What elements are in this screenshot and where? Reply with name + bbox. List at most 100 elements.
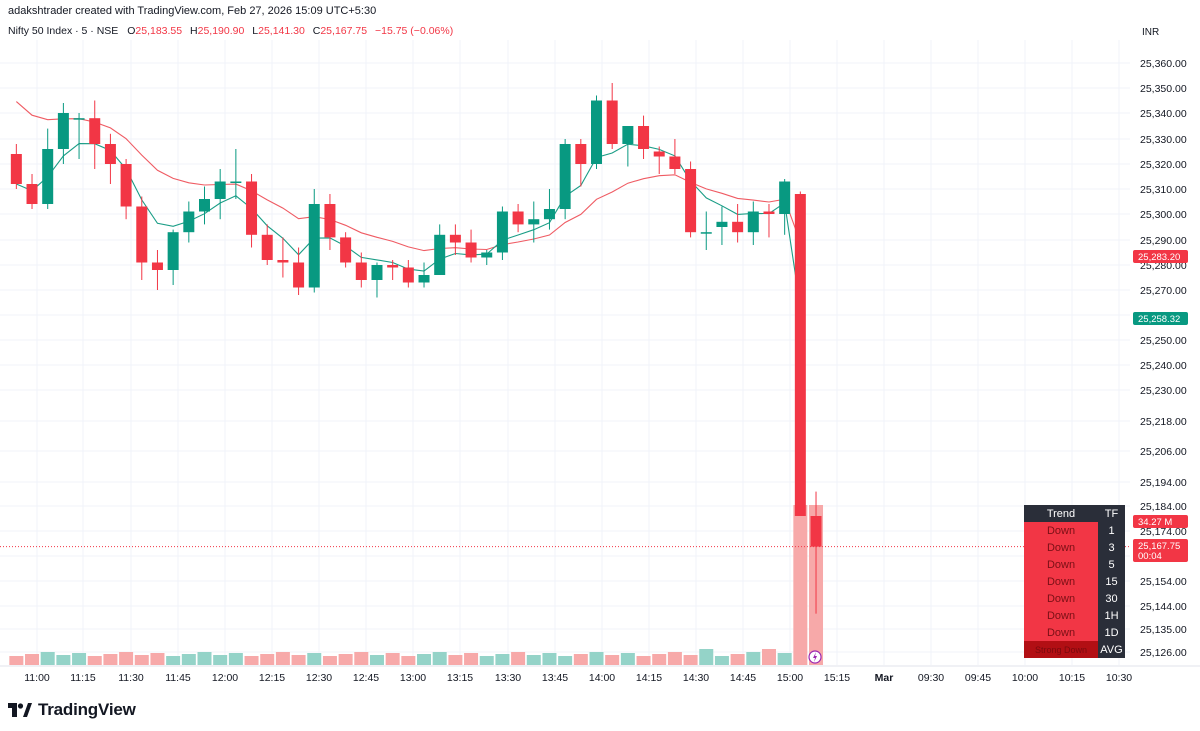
tf-cell: 5 <box>1098 556 1125 573</box>
candle-body <box>606 100 618 144</box>
close-label: C <box>312 25 321 37</box>
volume-bar <box>699 649 714 665</box>
volume-bar <box>667 652 682 665</box>
symbol-label[interactable]: Nifty 50 Index · 5 · NSE <box>8 25 119 37</box>
tradingview-logo[interactable]: TradingView <box>8 700 136 720</box>
candle-body <box>794 194 806 516</box>
high-label: H <box>190 25 198 37</box>
tf-cell: 3 <box>1098 539 1125 556</box>
last-price-tag-bg <box>1133 539 1188 562</box>
x-tick-label: 11:15 <box>70 672 96 684</box>
ma-slow-line <box>15 101 801 252</box>
volume-bar <box>291 655 306 665</box>
volume-bar <box>213 655 228 665</box>
volume-bar <box>777 653 792 665</box>
volume-bar <box>260 654 275 665</box>
open-value: 25,183.55 <box>135 25 183 37</box>
candle-body <box>638 126 650 149</box>
y-tick-label: 25,126.00 <box>1140 647 1187 659</box>
x-tick-label: 13:15 <box>447 672 473 684</box>
volume-bar <box>746 652 761 665</box>
candle-body <box>402 267 414 283</box>
last-price-tag: 00:04 <box>1138 551 1162 562</box>
x-tick-label: 11:45 <box>165 672 191 684</box>
candle-body <box>543 209 555 220</box>
x-tick-label: 12:15 <box>259 672 285 684</box>
candle-body <box>669 156 681 169</box>
ohlc-legend: Nifty 50 Index · 5 · NSE O25,183.55 H25,… <box>8 25 458 37</box>
candle-body <box>167 232 179 270</box>
volume-bar <box>589 652 604 665</box>
x-tick-label: 10:00 <box>1012 672 1038 684</box>
candle-body <box>73 118 85 120</box>
price-axis[interactable]: 25,360.00 25,350.00 25,340.00 25,330.00 25,3… <box>1140 58 1187 659</box>
candle-body <box>387 265 399 268</box>
trend-table: Trend TF Down 1 Down 3 Down 5 Down 15 Down 30… <box>1024 505 1125 658</box>
currency-label[interactable]: INR <box>1142 27 1160 38</box>
candle-body <box>277 260 289 263</box>
candle-body <box>120 164 132 207</box>
y-tick-label: 25,174.00 <box>1140 526 1187 538</box>
lightning-icon <box>813 652 818 662</box>
volume-bar <box>56 655 71 665</box>
volume-bar <box>40 652 55 665</box>
time-axis[interactable]: 11:00 11:15 11:30 11:45 12:00 12:15 12:30 12:45… <box>0 665 1200 684</box>
candle-body <box>57 113 69 149</box>
volume-bar <box>9 656 24 665</box>
y-tick-label: 25,240.00 <box>1140 360 1187 372</box>
x-tick-label: 13:30 <box>495 672 521 684</box>
candle-body <box>512 211 524 225</box>
volume-bar <box>354 652 369 665</box>
volume-bar <box>558 656 573 665</box>
volume-bar <box>511 652 526 665</box>
volume-bar <box>432 652 447 665</box>
candle-body <box>481 252 493 258</box>
volume-bar <box>573 654 588 665</box>
volume-bar <box>87 656 102 665</box>
candle-body <box>104 144 116 164</box>
candle-body <box>434 234 446 275</box>
y-tick-label: 25,360.00 <box>1140 58 1187 70</box>
x-tick-label: 13:45 <box>542 672 568 684</box>
candle-body <box>308 204 320 288</box>
y-tick-label: 25,218.00 <box>1140 416 1187 428</box>
candle-body <box>653 151 665 157</box>
candle-body <box>747 211 759 233</box>
x-tick-label: Mar <box>875 672 894 684</box>
volume-bar <box>322 656 337 665</box>
candle-body <box>340 237 352 263</box>
candle-body <box>685 169 697 233</box>
volume-bar <box>166 656 181 665</box>
volume-bar <box>25 654 40 665</box>
x-tick-label: 09:30 <box>918 672 944 684</box>
y-tick-label: 25,330.00 <box>1140 134 1187 146</box>
trend-cell: Down <box>1024 573 1098 590</box>
trend-cell: Down <box>1024 556 1098 573</box>
candle-body <box>732 221 744 233</box>
candle-body <box>465 242 477 258</box>
x-tick-label: 14:30 <box>683 672 709 684</box>
candle-body <box>42 149 54 204</box>
tf-cell: 1 <box>1098 522 1125 539</box>
y-tick-label: 25,290.00 <box>1140 235 1187 247</box>
candle-body <box>700 232 712 234</box>
candle-body <box>230 181 242 183</box>
grid-lines <box>0 40 1130 665</box>
candle-body <box>763 211 775 214</box>
x-tick-label: 12:00 <box>212 672 238 684</box>
volume-bar <box>652 654 667 665</box>
volume-bar <box>417 654 432 665</box>
volume-tag-bg <box>1133 515 1188 528</box>
candle-body <box>810 516 822 547</box>
candle-body <box>261 234 273 260</box>
x-tick-label: 10:15 <box>1059 672 1085 684</box>
volume-bar <box>72 653 87 665</box>
volume-bar <box>369 655 384 665</box>
ma-slow-price-tag: 25,283.20 <box>1138 252 1180 263</box>
volume-bar <box>150 653 165 665</box>
candle-body <box>151 262 163 270</box>
candle-body <box>293 262 305 288</box>
candlesticks[interactable] <box>10 83 822 614</box>
